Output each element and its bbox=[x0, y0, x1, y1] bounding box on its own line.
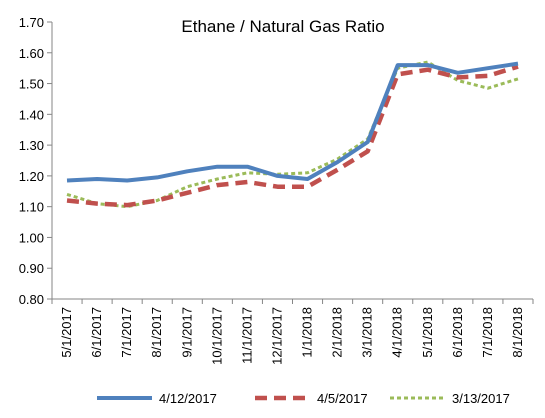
x-tick-label: 5/1/2017 bbox=[59, 307, 74, 358]
x-tick-label: 12/1/2017 bbox=[269, 307, 284, 365]
legend-label: 3/13/2017 bbox=[452, 391, 510, 406]
y-tick-label: 1.20 bbox=[19, 169, 44, 184]
legend: 4/12/2017 4/5/2017 3/13/2017 bbox=[97, 391, 510, 406]
series-line-4-5-2017 bbox=[66, 64, 519, 208]
x-tick-label: 1/1/2018 bbox=[300, 307, 315, 358]
x-tick-label: 8/1/2018 bbox=[510, 307, 525, 358]
series-lines bbox=[66, 60, 519, 209]
x-tick-label: 11/1/2017 bbox=[239, 307, 254, 364]
y-tick-label: 1.30 bbox=[19, 138, 44, 153]
x-tick-label: 6/1/2018 bbox=[450, 307, 465, 358]
x-tick-label: 8/1/2017 bbox=[149, 307, 164, 358]
x-tick-label: 9/1/2017 bbox=[179, 307, 194, 358]
x-axis-ticks: 5/1/2017 6/1/2017 7/1/2017 8/1/2017 9/1/2017… bbox=[51, 299, 534, 365]
y-tick-label: 1.50 bbox=[19, 77, 44, 92]
x-tick-label: 6/1/2017 bbox=[89, 307, 104, 358]
legend-label: 4/12/2017 bbox=[159, 391, 217, 406]
x-tick-label: 7/1/2018 bbox=[480, 307, 495, 358]
x-tick-label: 10/1/2017 bbox=[209, 307, 224, 365]
series-line-4-12-2017 bbox=[66, 61, 519, 183]
x-tick-label: 2/1/2018 bbox=[330, 307, 345, 358]
x-tick-label: 7/1/2017 bbox=[119, 307, 134, 358]
chart-title: Ethane / Natural Gas Ratio bbox=[181, 17, 384, 36]
y-tick-label: 1.60 bbox=[19, 46, 44, 61]
legend-label: 4/5/2017 bbox=[317, 391, 368, 406]
y-tick-label: 0.80 bbox=[19, 292, 44, 307]
y-tick-label: 1.40 bbox=[19, 107, 44, 122]
x-tick-label: 3/1/2018 bbox=[360, 307, 375, 358]
x-tick-label: 4/1/2018 bbox=[390, 307, 405, 358]
y-axis-ticks: 0.80 0.90 1.00 1.10 1.20 1.30 1.40 1.50 1.60 1.70 bbox=[19, 15, 52, 307]
y-tick-label: 1.00 bbox=[19, 230, 44, 245]
y-tick-label: 1.70 bbox=[19, 15, 44, 30]
x-tick-label: 5/1/2018 bbox=[420, 307, 435, 358]
y-tick-label: 0.90 bbox=[19, 261, 44, 276]
y-tick-label: 1.10 bbox=[19, 200, 44, 215]
